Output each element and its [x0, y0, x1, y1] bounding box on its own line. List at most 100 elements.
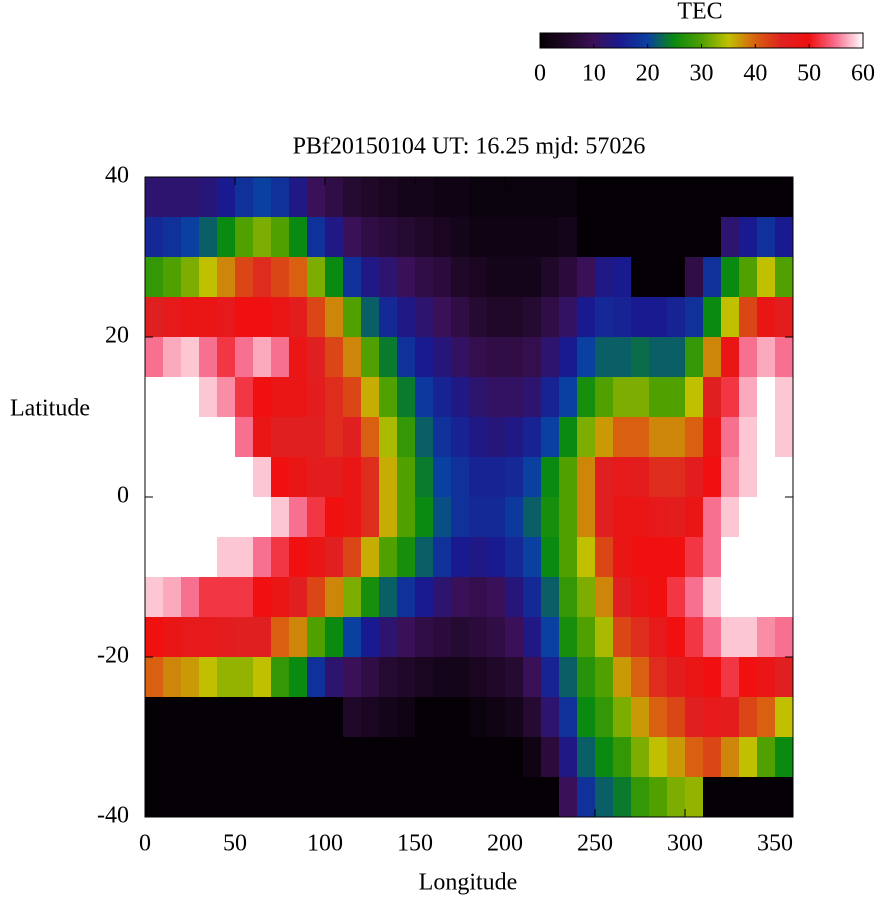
heat-cell — [541, 737, 560, 778]
heat-cell — [235, 257, 254, 298]
heat-cell — [541, 577, 560, 618]
heat-cell — [145, 297, 164, 338]
x-tick-label: 300 — [667, 831, 703, 857]
heat-cell — [523, 177, 542, 218]
heat-cell — [145, 577, 164, 618]
heat-cell — [775, 337, 794, 378]
heat-cell — [325, 697, 344, 738]
heat-cell — [577, 297, 596, 338]
heat-cell — [685, 457, 704, 498]
heat-cell — [703, 377, 722, 418]
heat-cell — [433, 697, 452, 738]
heat-cell — [343, 577, 362, 618]
heat-cell — [379, 697, 398, 738]
heat-cell — [199, 737, 218, 778]
heat-cell — [379, 457, 398, 498]
heat-cell — [181, 417, 200, 458]
heat-cell — [397, 617, 416, 658]
heat-cell — [559, 257, 578, 298]
heat-cell — [703, 777, 722, 818]
heat-cell — [415, 577, 434, 618]
heat-cell — [361, 377, 380, 418]
heat-cell — [757, 217, 776, 258]
heat-cell — [415, 537, 434, 578]
heat-cell — [613, 537, 632, 578]
heat-cell — [145, 617, 164, 658]
heat-cell — [181, 377, 200, 418]
heat-cell — [541, 497, 560, 538]
heat-cell — [145, 737, 164, 778]
heat-cell — [361, 657, 380, 698]
heat-cell — [145, 697, 164, 738]
heat-cell — [397, 457, 416, 498]
heat-cell — [505, 377, 524, 418]
heat-cell — [217, 297, 236, 338]
heat-cell — [469, 377, 488, 418]
heat-cell — [289, 377, 308, 418]
heat-cell — [703, 337, 722, 378]
heat-cell — [253, 697, 272, 738]
heat-cell — [253, 657, 272, 698]
heat-cell — [523, 377, 542, 418]
heat-cell — [523, 217, 542, 258]
heat-cell — [739, 377, 758, 418]
heat-cell — [451, 497, 470, 538]
heat-cell — [739, 337, 758, 378]
heat-cell — [757, 617, 776, 658]
heat-cell — [343, 657, 362, 698]
x-tick-label: 50 — [223, 831, 247, 857]
heat-cell — [451, 777, 470, 818]
heat-cell — [631, 257, 650, 298]
heat-cell — [397, 697, 416, 738]
heat-cell — [649, 297, 668, 338]
heat-cell — [343, 377, 362, 418]
heat-cell — [631, 377, 650, 418]
heat-cell — [253, 497, 272, 538]
heat-cell — [199, 457, 218, 498]
heat-cell — [433, 777, 452, 818]
heat-cell — [721, 737, 740, 778]
heat-cell — [415, 497, 434, 538]
heat-cell — [343, 537, 362, 578]
heat-cell — [757, 417, 776, 458]
heat-cell — [307, 737, 326, 778]
heat-cell — [325, 617, 344, 658]
heat-cell — [667, 657, 686, 698]
heat-cell — [217, 177, 236, 218]
heat-cell — [469, 497, 488, 538]
heat-cell — [595, 737, 614, 778]
heat-cell — [487, 737, 506, 778]
heat-cell — [739, 697, 758, 738]
heat-cell — [325, 777, 344, 818]
heat-cell — [631, 657, 650, 698]
heat-cell — [253, 177, 272, 218]
heat-cell — [253, 617, 272, 658]
heat-cell — [451, 617, 470, 658]
heat-cell — [703, 417, 722, 458]
heat-cell — [235, 217, 254, 258]
heat-cell — [343, 697, 362, 738]
heat-cell — [307, 577, 326, 618]
heat-cell — [361, 617, 380, 658]
heat-cell — [163, 657, 182, 698]
heat-cell — [145, 537, 164, 578]
heat-cell — [451, 337, 470, 378]
heat-cell — [739, 577, 758, 618]
heat-cell — [217, 497, 236, 538]
heat-cell — [775, 417, 794, 458]
heat-cell — [649, 617, 668, 658]
heat-cell — [577, 377, 596, 418]
heat-cell — [433, 657, 452, 698]
heat-cell — [469, 777, 488, 818]
heat-cell — [325, 737, 344, 778]
heat-cell — [469, 697, 488, 738]
heat-cell — [649, 737, 668, 778]
heat-cell — [217, 777, 236, 818]
heat-cell — [397, 737, 416, 778]
heat-cell — [757, 577, 776, 618]
heat-cell — [343, 337, 362, 378]
heat-cell — [487, 617, 506, 658]
heat-cell — [523, 777, 542, 818]
heat-cell — [631, 497, 650, 538]
heat-cell — [235, 337, 254, 378]
